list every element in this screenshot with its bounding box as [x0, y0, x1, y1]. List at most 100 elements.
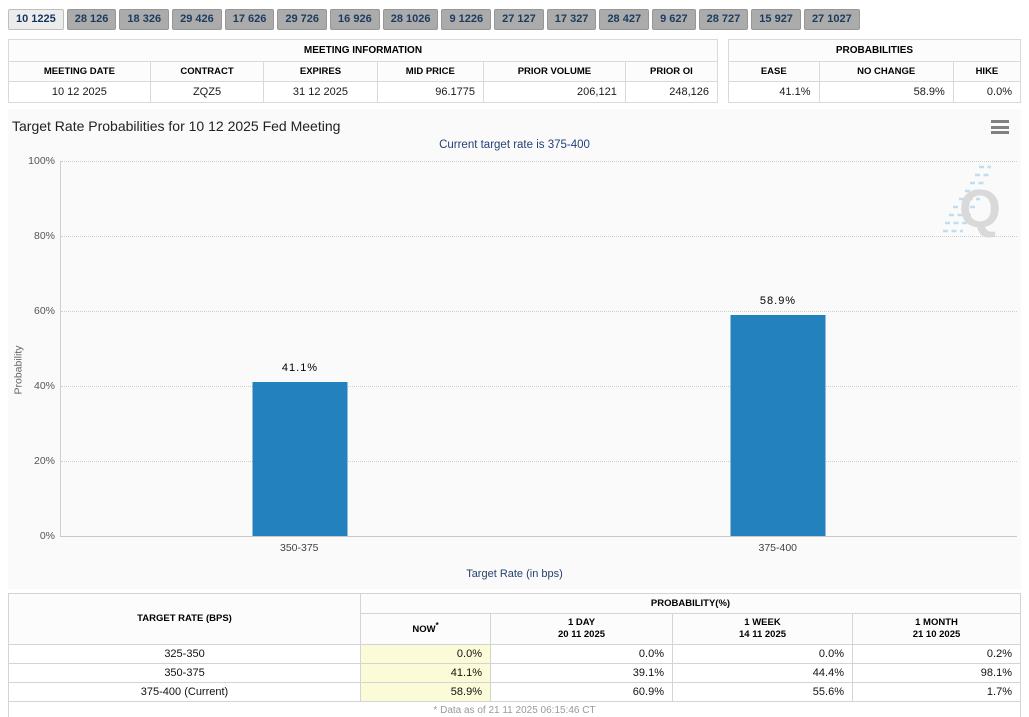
col-ease: EASE	[728, 61, 820, 82]
meeting-date-value: 10 12 2025	[8, 81, 151, 103]
hike-value: 0.0%	[952, 81, 1022, 103]
col-1-week: 1 WEEK 14 11 2025	[672, 613, 853, 645]
tab-meeting-date-12[interactable]: 28 427	[599, 9, 650, 30]
col-expires: EXPIRES	[263, 61, 378, 82]
probabilities-header-row: EASE NO CHANGE HIKE	[728, 61, 1022, 82]
tab-meeting-date-8[interactable]: 28 1026	[382, 9, 439, 30]
sub-header-row: NOW* 1 DAY 20 11 2025 1 WEEK 14 11 2025 …	[9, 613, 1021, 645]
probability-history-table: TARGET RATE (BPS) PROBABILITY(%) NOW* 1 …	[8, 593, 1021, 717]
gridline-20	[61, 461, 1017, 462]
probability-pct-header: PROBABILITY(%)	[360, 593, 1021, 614]
tab-meeting-date-14[interactable]: 28 727	[698, 9, 749, 30]
table-row-350-375: 350-375 41.1% 39.1% 44.4% 98.1%	[8, 662, 1021, 683]
tab-meeting-date-6[interactable]: 29 726	[277, 9, 328, 30]
x-axis: 350-375 375-400	[60, 542, 1017, 557]
tab-meeting-date-11[interactable]: 17 327	[546, 9, 597, 30]
quikstrike-watermark-logo: Q	[943, 165, 1001, 239]
gridline-40	[61, 386, 1017, 387]
expires-value: 31 12 2025	[263, 81, 378, 103]
target-rate-cell: 325-350	[8, 643, 361, 664]
now-cell: 41.1%	[360, 662, 491, 683]
no-change-value: 58.9%	[818, 81, 954, 103]
now-cell: 58.9%	[360, 681, 491, 702]
one-day-label: 1 DAY	[567, 617, 596, 628]
one-week-date: 14 11 2025	[738, 628, 787, 640]
x-axis-title: Target Rate (in bps)	[466, 568, 563, 580]
tab-meeting-date-7[interactable]: 16 926	[330, 9, 380, 30]
group-header-row: TARGET RATE (BPS) PROBABILITY(%)	[8, 593, 1021, 645]
tab-meeting-date-3[interactable]: 18 326	[119, 9, 170, 30]
tab-meeting-date-15[interactable]: 15 927	[751, 9, 801, 30]
one-week-cell: 0.0%	[672, 643, 853, 664]
ytick-20: 20%	[33, 455, 55, 467]
tab-meeting-date-5[interactable]: 17 626	[224, 9, 275, 30]
one-month-label: 1 MONTH	[915, 617, 958, 628]
one-month-cell: 1.7%	[852, 681, 1021, 702]
menu-bar	[991, 125, 1009, 129]
target-rate-cell: 375-400 (Current)	[8, 681, 361, 702]
plot-area: 100% 80% 60% 40% 20% 0% Q	[28, 155, 1017, 542]
meeting-info-title: MEETING INFORMATION	[8, 39, 718, 62]
prior-oi-value: 248,126	[624, 81, 719, 103]
target-rate-chart: Target Rate Probabilities for 10 12 2025…	[8, 109, 1021, 589]
col-no-change: NO CHANGE	[818, 61, 954, 82]
probabilities-title: PROBABILITIES	[728, 39, 1021, 62]
col-mid-price: MID PRICE	[376, 61, 485, 82]
target-rate-bps-header: TARGET RATE (BPS)	[8, 593, 361, 645]
ease-value: 41.1%	[728, 81, 820, 103]
ytick-60: 60%	[33, 305, 55, 317]
tab-meeting-date-10[interactable]: 27 127	[494, 9, 544, 30]
contract-value: ZQZ5	[149, 81, 265, 103]
bar-label-375-400: 58.9%	[759, 295, 797, 308]
now-asterisk: *	[435, 621, 439, 631]
bar-375-400	[730, 315, 826, 536]
meeting-information-table: MEETING INFORMATION MEETING DATE CONTRAC…	[8, 39, 719, 103]
meeting-info-header-row: MEETING DATE CONTRACT EXPIRES MID PRICE …	[8, 61, 719, 82]
bar-label-350-375: 41.1%	[281, 361, 319, 374]
col-contract: CONTRACT	[149, 61, 265, 82]
table-row-325-350: 325-350 0.0% 0.0% 0.0% 0.2%	[8, 643, 1021, 664]
bar-350-375	[252, 381, 348, 536]
probabilities-value-row: 41.1% 58.9% 0.0%	[728, 81, 1022, 103]
tab-meeting-date-4[interactable]: 29 426	[172, 9, 222, 30]
tab-meeting-date-9[interactable]: 9 1226	[441, 9, 492, 30]
ytick-40: 40%	[33, 380, 55, 392]
one-week-label: 1 WEEK	[744, 617, 781, 628]
menu-bar	[991, 131, 1009, 134]
tab-meeting-date-16[interactable]: 27 1027	[803, 9, 860, 30]
table-row-375-400-current: 375-400 (Current) 58.9% 60.9% 55.6% 1.7%	[8, 681, 1021, 702]
one-week-cell: 55.6%	[672, 681, 853, 702]
one-day-cell: 0.0%	[490, 643, 673, 664]
one-day-cell: 60.9%	[490, 681, 673, 702]
gridline-80	[61, 236, 1017, 237]
tab-meeting-date-13[interactable]: 9 627	[652, 9, 696, 30]
one-day-date: 20 11 2025	[557, 628, 606, 640]
one-month-date: 21 10 2025	[912, 628, 961, 640]
svg-text:Q: Q	[959, 179, 1001, 239]
tab-meeting-date-1[interactable]: 10 1225	[8, 9, 64, 30]
chart-title: Target Rate Probabilities for 10 12 2025…	[12, 118, 341, 134]
footnote-row: * Data as of 21 11 2025 06:15:46 CT	[8, 700, 1021, 717]
col-1-day: 1 DAY 20 11 2025	[490, 613, 673, 645]
probabilities-summary-table: PROBABILITIES EASE NO CHANGE HIKE 41.1% …	[728, 39, 1022, 103]
target-rate-cell: 350-375	[8, 662, 361, 683]
col-prior-volume: PRIOR VOLUME	[483, 61, 626, 82]
col-meeting-date: MEETING DATE	[8, 61, 151, 82]
data-as-of-footnote: * Data as of 21 11 2025 06:15:46 CT	[8, 700, 1021, 717]
tab-meeting-date-2[interactable]: 28 126	[66, 9, 117, 30]
now-label: NOW	[412, 624, 436, 636]
chart-context-menu-icon[interactable]	[991, 120, 1009, 134]
ytick-0: 0%	[39, 530, 55, 542]
xcat-375-400: 375-400	[758, 542, 798, 554]
gridline-100	[61, 161, 1017, 162]
gridline-60	[61, 311, 1017, 312]
meeting-date-tabs: 10 1225 28 126 18 326 29 426 17 626 29 7…	[0, 0, 1029, 30]
info-tables-row: MEETING INFORMATION MEETING DATE CONTRAC…	[0, 39, 1029, 103]
one-week-cell: 44.4%	[672, 662, 853, 683]
xcat-350-375: 350-375	[279, 542, 319, 554]
col-prior-oi: PRIOR OI	[624, 61, 719, 82]
chart-subtitle: Current target rate is 375-400	[439, 139, 590, 151]
prior-volume-value: 206,121	[483, 81, 626, 103]
ytick-80: 80%	[33, 230, 55, 242]
